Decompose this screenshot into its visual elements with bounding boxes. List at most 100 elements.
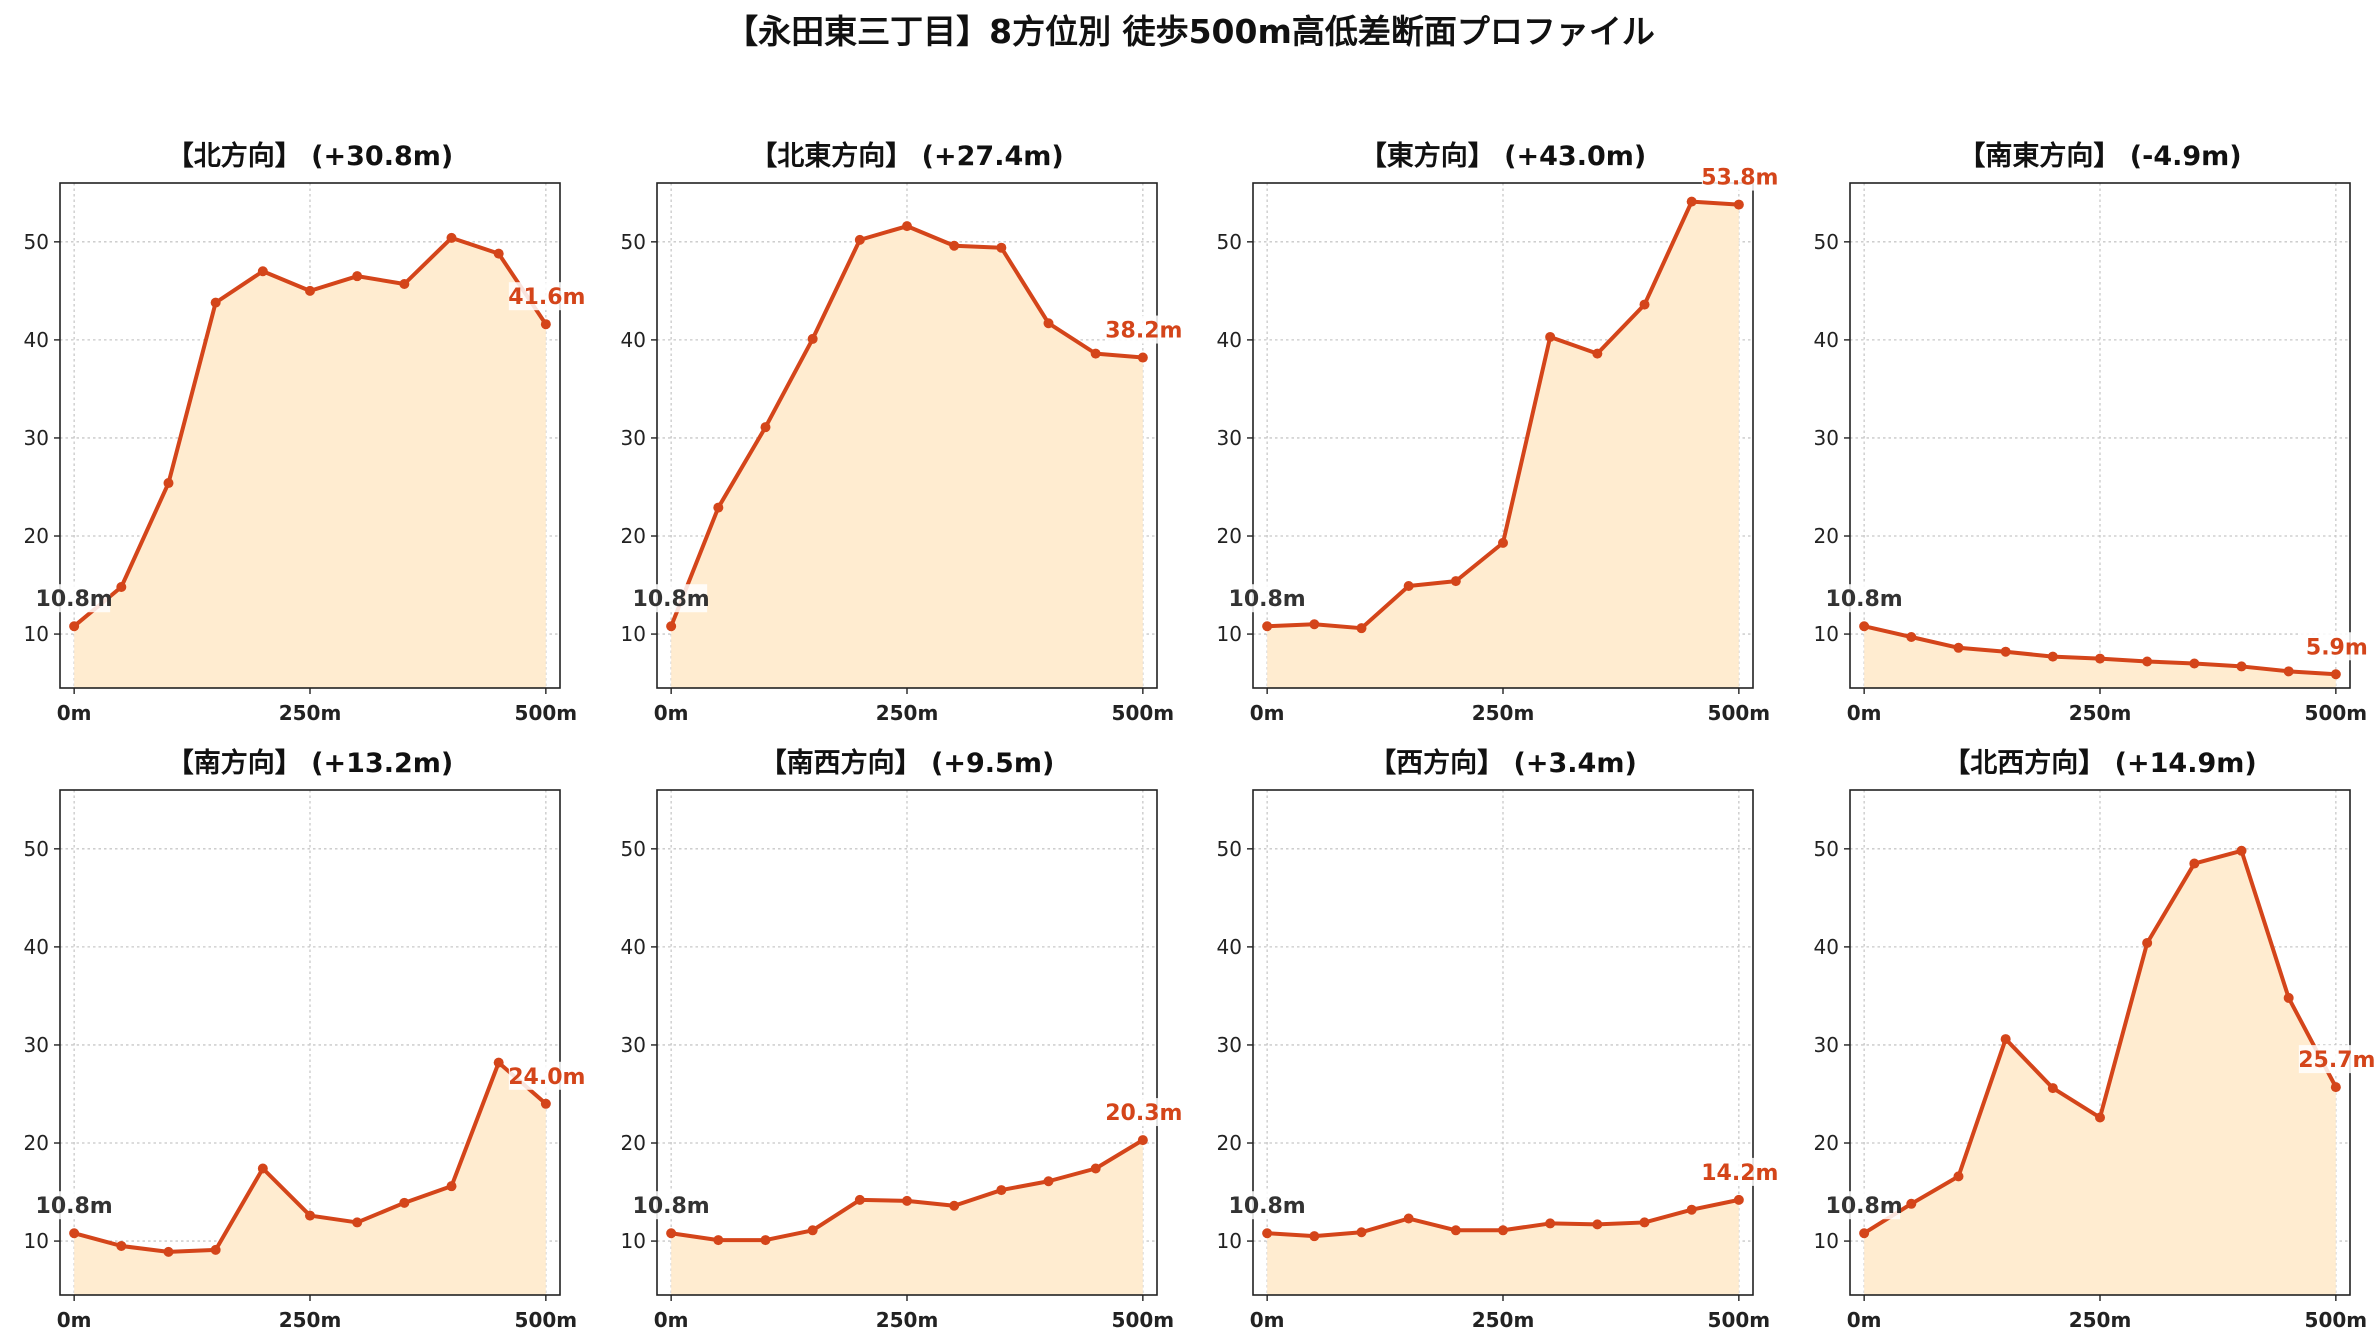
data-point [2236,845,2247,856]
end-label-bg [2298,1045,2375,1074]
y-tick-label: 40 [1814,935,1839,959]
data-point [1090,348,1101,359]
y-tick-label: 20 [1217,1131,1242,1155]
x-tick-label: 250m [279,701,342,725]
end-label-bg [1701,162,1778,191]
x-tick-label: 500m [1708,701,1771,725]
start-elevation-label: 10.8m [36,587,113,612]
x-tick-label: 0m [1250,1308,1285,1332]
start-elevation-label: 10.8m [1229,1194,1306,1219]
elevation-area [671,226,1143,688]
data-point [2283,992,2294,1003]
y-tick-label: 10 [1814,622,1839,646]
data-point [713,502,724,513]
data-point [1733,1194,1744,1205]
x-tick-label: 0m [654,701,689,725]
elevation-area [74,1062,546,1295]
x-tick-label: 250m [876,701,939,725]
start-label-bg [637,1191,708,1220]
y-tick-label: 20 [1814,1131,1839,1155]
end-label-bg [1105,1098,1182,1127]
data-point [352,1217,363,1228]
y-tick-label: 50 [1217,837,1242,861]
data-point [1639,1217,1650,1228]
data-point [1545,331,1556,342]
end-label-bg [1701,1157,1778,1186]
data-point [1137,1135,1148,1146]
data-point [399,1197,410,1208]
data-point [1403,581,1414,592]
data-point [1403,1213,1414,1224]
y-tick-label: 10 [621,622,646,646]
panel-title: 【西方向】 (+3.4m) [1369,747,1637,779]
start-elevation-label: 10.8m [633,587,710,612]
y-tick-label: 40 [621,328,646,352]
start-label-bg [1233,1191,1304,1220]
data-point [1592,348,1603,359]
elevation-area [1864,626,2336,688]
x-tick-label: 0m [1847,1308,1882,1332]
elevation-area [671,1140,1143,1295]
panel-title: 【東方向】 (+43.0m) [1360,140,1646,172]
data-point [2047,651,2058,662]
end-elevation-label: 5.9m [2306,635,2368,660]
y-tick-label: 30 [621,1033,646,1057]
start-elevation-label: 10.8m [1826,587,1903,612]
start-elevation-label: 10.8m [1229,587,1306,612]
data-point [2000,646,2011,657]
panel-title: 【北方向】 (+30.8m) [167,140,453,172]
end-elevation-label: 53.8m [1701,166,1778,191]
end-label-bg [508,1061,585,1090]
y-tick-label: 40 [24,935,49,959]
panel-title: 【北西方向】 (+14.9m) [1943,747,2256,779]
data-point [666,1228,677,1239]
data-point [352,271,363,282]
data-point [305,285,315,296]
panel-title: 【南西方向】 (+9.5m) [760,747,1055,779]
data-point [1498,1225,1508,1236]
y-tick-label: 50 [1217,230,1242,254]
x-tick-label: 0m [57,701,92,725]
x-tick-label: 500m [515,1308,578,1332]
data-point [1498,537,1508,548]
data-point [1043,1176,1054,1187]
data-point [399,279,410,289]
chart-title: 【永田東三丁目】8方位別 徒歩500m高低差断面プロファイル [725,12,1655,51]
start-label-bg [1830,1191,1901,1220]
data-point [1262,621,1273,632]
y-tick-label: 20 [24,1131,49,1155]
data-point [2000,1034,2011,1045]
data-point [713,1235,724,1246]
x-tick-label: 250m [2069,1308,2132,1332]
data-point [2330,1082,2341,1093]
y-tick-label: 30 [24,426,49,450]
data-point [902,221,912,232]
x-tick-label: 0m [1250,701,1285,725]
data-point [69,1228,80,1239]
y-tick-label: 10 [24,1229,49,1253]
x-tick-label: 250m [1472,701,1535,725]
x-tick-label: 500m [2305,701,2368,725]
data-point [1137,352,1148,363]
data-point [446,1181,457,1192]
y-tick-label: 10 [1217,1229,1242,1253]
end-elevation-label: 25.7m [2298,1048,2375,1073]
y-tick-label: 50 [1814,230,1839,254]
y-tick-label: 50 [24,837,49,861]
data-point [1953,1171,1964,1182]
end-elevation-label: 14.2m [1701,1161,1778,1186]
x-tick-label: 0m [57,1308,92,1332]
data-point [446,232,457,243]
data-point [210,297,221,308]
y-tick-label: 30 [1217,1033,1242,1057]
y-tick-label: 50 [621,837,646,861]
x-tick-label: 500m [2305,1308,2368,1332]
end-label-bg [2298,632,2375,661]
y-tick-label: 20 [1217,524,1242,548]
data-point [163,478,174,489]
data-point [163,1246,174,1257]
